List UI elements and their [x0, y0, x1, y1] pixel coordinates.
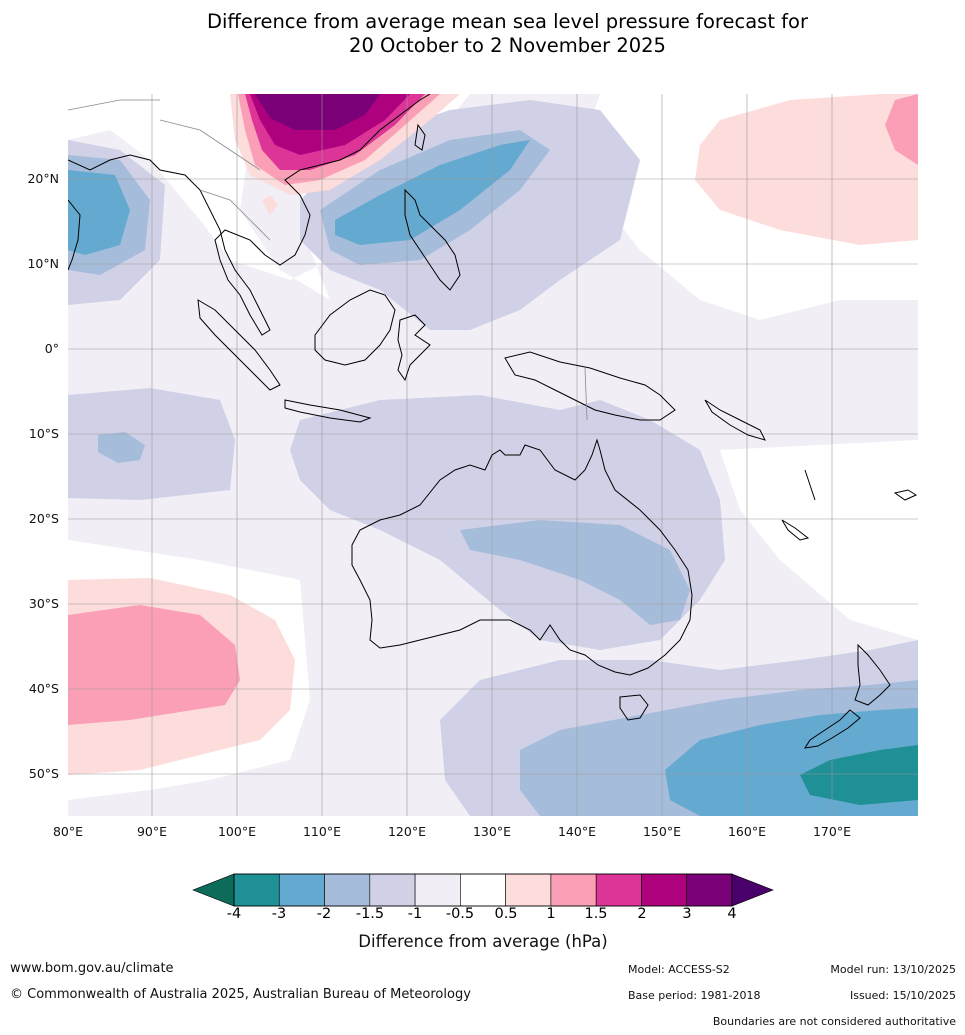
footer-copyright: © Commonwealth of Australia 2025, Austra… [10, 987, 471, 1002]
lat-label: 10°N [27, 256, 59, 271]
neutral-area-southwest-pacific [720, 440, 918, 640]
title-line-2: 20 October to 2 November 2025 [349, 34, 666, 57]
footer-base-period: Base period: 1981-2018 [628, 989, 761, 1002]
borneo-coastline [314, 289, 396, 366]
lon-label: 170°E [812, 824, 851, 839]
colorbar-tick: 0.5 [494, 906, 518, 922]
solomon-islands-coastline [704, 399, 766, 441]
lon-label: 120°E [387, 824, 426, 839]
lat-label: 10°S [28, 426, 59, 441]
colorbar-bin [233, 873, 280, 907]
lon-label: 110°E [302, 824, 341, 839]
footer-model: Model: ACCESS-S2 [628, 963, 730, 976]
colorbar-frame [233, 873, 733, 907]
footer-model-run: Model run: 13/10/2025 [830, 963, 956, 976]
lat-label: 20°S [28, 511, 59, 526]
colorbar-bin [414, 873, 461, 907]
new-guinea-coastline [504, 351, 676, 421]
colorbar-over-arrow [731, 873, 774, 907]
anomaly-band-plus1-southwest [68, 605, 240, 725]
colorbar-tick: -2 [316, 906, 332, 922]
lat-label: 0° [44, 341, 59, 356]
colorbar-tick: 1.5 [584, 906, 608, 922]
lon-label: 100°E [217, 824, 256, 839]
new-zealand-coastline [854, 643, 891, 706]
colorbar-under-arrow [192, 873, 235, 907]
title-line-1: Difference from average mean sea level p… [207, 10, 808, 33]
colorbar-bin [460, 873, 506, 907]
lon-label: 80°E [52, 824, 84, 839]
colorbar-bin [550, 873, 597, 907]
colorbar-tick: -1 [407, 906, 423, 922]
taiwan-coastline [414, 123, 426, 151]
negative-anomaly-indian-ocean [68, 388, 235, 500]
colorbar-tick: -1.5 [355, 906, 385, 922]
lon-label: 130°E [472, 824, 511, 839]
colorbar-bin [686, 873, 733, 907]
new-caledonia-coastline [781, 519, 810, 541]
colorbar-tick: -0.5 [445, 906, 475, 922]
colorbar-tick: 3 [682, 906, 692, 922]
colorbar-bin [641, 873, 688, 907]
india-coastline [68, 199, 81, 271]
fiji-coastline [893, 489, 918, 501]
vanuatu-coastline [804, 469, 816, 501]
chart-title: Difference from average mean sea level p… [0, 10, 965, 58]
sulawesi-coastline [397, 314, 431, 382]
philippines-coastline [404, 188, 461, 291]
anomaly-band-minus2-indian [98, 432, 145, 463]
colorbar-bin [278, 873, 325, 907]
colorbar-bin [595, 873, 642, 907]
new-zealand-south-coastline [803, 709, 861, 749]
lon-label: 140°E [557, 824, 596, 839]
colorbar-tick: 1 [546, 906, 556, 922]
footer-disclaimer: Boundaries are not considered authoritat… [712, 1015, 956, 1028]
anomaly-band-minus2-australia [460, 520, 690, 625]
footer-issued: Issued: 15/10/2025 [849, 989, 956, 1002]
anomaly-band-minus3-bengal [68, 170, 130, 255]
positive-anomaly-north-pacific [695, 94, 918, 245]
colorbar-label: Difference from average (hPa) [358, 932, 608, 951]
positive-anomaly-speck [262, 195, 278, 215]
lat-label: 20°N [27, 171, 59, 186]
sumatra-coastline [197, 299, 281, 391]
colorbar-bin [505, 873, 552, 907]
country-borders [68, 99, 588, 421]
coastlines [68, 94, 918, 749]
graticule [68, 94, 918, 816]
lon-label: 160°E [727, 824, 766, 839]
anomaly-band-plus1-north-pacific [885, 94, 918, 165]
colorbar-tick: 4 [727, 906, 737, 922]
colorbar-tick: 2 [637, 906, 647, 922]
map-field [68, 94, 918, 816]
lon-label: 90°E [136, 824, 168, 839]
australia-coastline [351, 438, 693, 676]
anomaly-band-minus3-philippines [335, 140, 530, 245]
mainland-asia-coastline [68, 94, 431, 336]
tasmania-coastline [619, 694, 649, 721]
colorbar-tick: -4 [226, 906, 242, 922]
colorbar-bin [369, 873, 416, 907]
anomaly-band-plus3-china [255, 94, 380, 130]
java-coastline [284, 399, 372, 423]
colorbar-bins [233, 873, 733, 907]
lat-label: 40°S [28, 681, 59, 696]
colorbar-bin [324, 873, 371, 907]
lat-label: 50°S [28, 766, 59, 781]
anomaly-band-minus4-south [800, 745, 918, 805]
colorbar-tick: -3 [271, 906, 287, 922]
footer-url: www.bom.gov.au/climate [10, 961, 174, 976]
lat-label: 30°S [28, 596, 59, 611]
lon-label: 150°E [642, 824, 681, 839]
